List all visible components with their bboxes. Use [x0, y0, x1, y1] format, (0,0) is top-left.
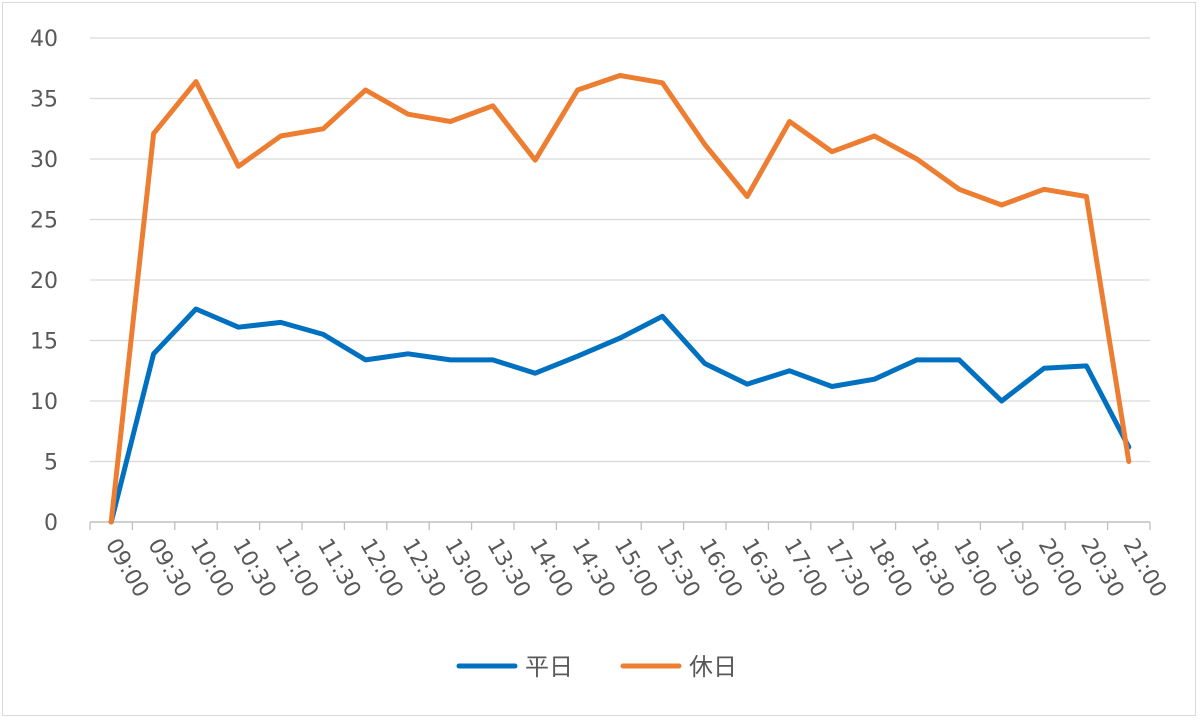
y-tick-label: 10 — [30, 390, 58, 415]
x-axis — [89, 521, 1151, 530]
series-line — [108, 73, 1132, 525]
y-tick-label: 0 — [44, 511, 58, 536]
y-axis-ticks: 0 5 10 15 20 25 30 35 40 — [30, 27, 58, 536]
legend: 平日 休日 — [456, 653, 737, 681]
series-line — [108, 306, 1132, 525]
x-axis-ticks: 09:0009:3010:0010:3011:0011:3012:0012:30… — [100, 535, 1171, 602]
y-tick-label: 40 — [30, 27, 58, 52]
legend-label: 平日 — [525, 653, 573, 681]
y-tick-label: 30 — [30, 148, 58, 173]
y-tick-label: 25 — [30, 209, 58, 234]
gridlines — [90, 37, 1150, 463]
x-tick-label: 21:00 — [1118, 535, 1171, 602]
y-tick-label: 35 — [30, 88, 58, 113]
legend-label: 休日 — [689, 653, 737, 681]
y-tick-label: 5 — [44, 451, 58, 476]
series-lines — [108, 73, 1132, 525]
y-tick-label: 15 — [30, 330, 58, 355]
y-tick-label: 20 — [30, 269, 58, 294]
